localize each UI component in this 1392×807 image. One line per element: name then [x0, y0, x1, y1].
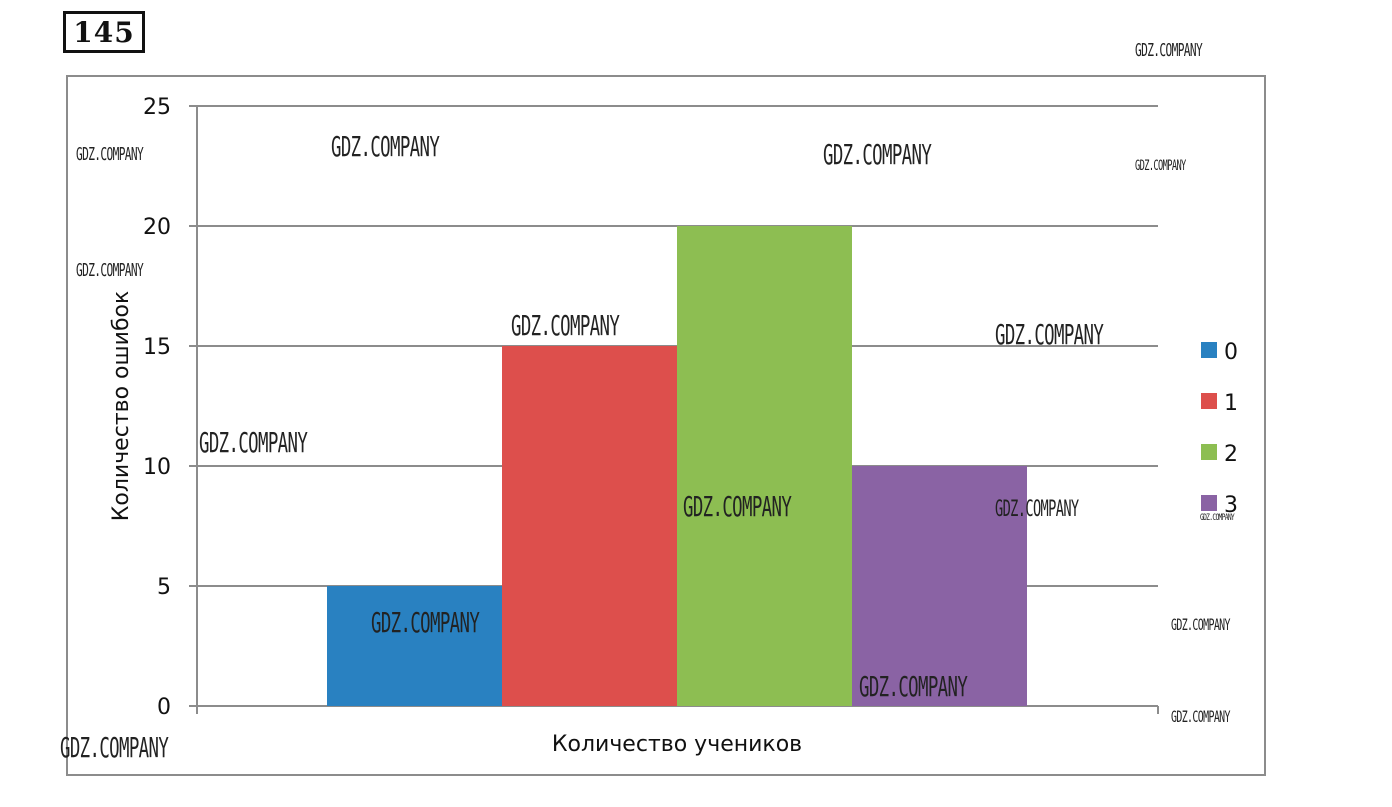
- watermark: GDZ.COMPANY: [683, 490, 792, 523]
- watermark: GDZ.COMPANY: [60, 731, 169, 764]
- legend-label-1: 1: [1224, 391, 1238, 416]
- x-axis-label: Количество учеников: [552, 732, 802, 757]
- watermark: GDZ.COMPANY: [371, 606, 480, 639]
- watermark: GDZ.COMPANY: [1135, 158, 1186, 174]
- y-tick-label: 10: [143, 455, 171, 480]
- watermark: GDZ.COMPANY: [331, 130, 440, 163]
- watermark: GDZ.COMPANY: [1171, 615, 1231, 634]
- y-tick-label: 15: [143, 335, 171, 360]
- legend-swatch-2: [1201, 444, 1217, 460]
- legend-label-3: 3: [1224, 493, 1238, 518]
- watermark: GDZ.COMPANY: [995, 318, 1104, 351]
- legend-swatch-0: [1201, 342, 1217, 358]
- y-tick-label: 25: [143, 95, 171, 120]
- legend-swatch-3: [1201, 495, 1217, 511]
- watermark: GDZ.COMPANY: [823, 138, 932, 171]
- watermark: GDZ.COMPANY: [1135, 40, 1203, 61]
- task-number: 145: [63, 11, 145, 53]
- bar-3: [852, 466, 1027, 706]
- watermark: GDZ.COMPANY: [76, 144, 144, 165]
- watermark: GDZ.COMPANY: [1200, 513, 1235, 523]
- y-tick-label: 5: [157, 575, 171, 600]
- legend-label-0: 0: [1224, 340, 1238, 365]
- watermark: GDZ.COMPANY: [995, 497, 1079, 522]
- bar-2: [677, 226, 852, 706]
- y-axis-label: Количество ошибок: [109, 291, 134, 522]
- y-tick-label: 0: [157, 695, 171, 720]
- legend-swatch-1: [1201, 393, 1217, 409]
- chart-frame: [66, 75, 1266, 776]
- bar-0: [327, 586, 502, 706]
- watermark: GDZ.COMPANY: [76, 260, 144, 281]
- watermark: GDZ.COMPANY: [1171, 707, 1231, 726]
- watermark: GDZ.COMPANY: [199, 426, 308, 459]
- legend-label-2: 2: [1224, 442, 1238, 467]
- y-tick-label: 20: [143, 215, 171, 240]
- bar-1: [502, 346, 677, 706]
- watermark: GDZ.COMPANY: [859, 670, 968, 703]
- watermark: GDZ.COMPANY: [511, 309, 620, 342]
